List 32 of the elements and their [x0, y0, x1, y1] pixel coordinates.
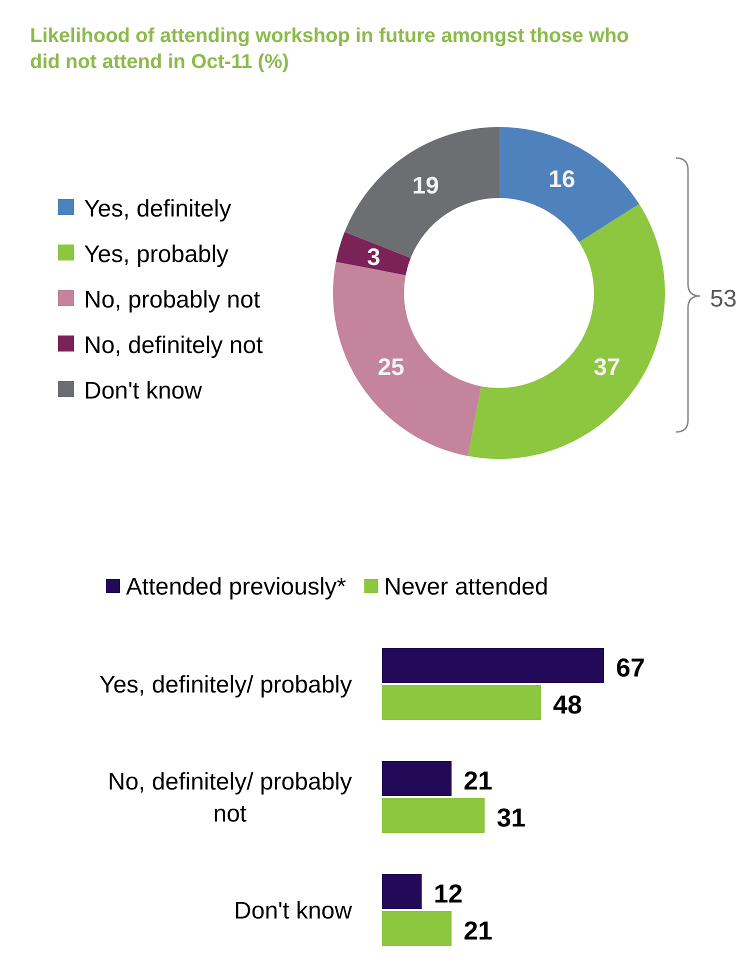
bar: [382, 911, 452, 946]
data-label: 21: [464, 916, 493, 946]
bar: [382, 685, 542, 720]
legend-label: No, probably not: [84, 286, 260, 314]
data-label: 19: [412, 172, 439, 200]
data-label: 16: [548, 166, 576, 194]
data-label: 37: [594, 354, 620, 381]
bar: [382, 798, 485, 833]
y-tick-label: No, definitely/ probably not: [108, 768, 352, 828]
data-label: 67: [616, 652, 645, 683]
donut-slice: [336, 232, 411, 276]
y-tick-label: Yes, definitely/ probably: [99, 671, 352, 698]
legend-label: Attended previously*: [126, 573, 346, 600]
legend-label: Don't know: [84, 377, 203, 404]
data-label: 12: [434, 878, 463, 909]
donut-slice: [468, 204, 665, 459]
text: 53: [710, 285, 737, 312]
data-label: 21: [464, 766, 493, 796]
data-label: 3: [367, 244, 380, 271]
bar: [382, 761, 452, 796]
chart-title: Likelihood of attending workshop in future amongst those who did not attend in Oct-11 (%): [30, 25, 629, 73]
legend-label: Yes, probably: [84, 240, 229, 268]
donut-slice: [499, 127, 640, 242]
data-label: 25: [378, 354, 404, 381]
y-tick-label: Don't know: [234, 897, 353, 924]
legend-label: No, definitely not: [84, 332, 264, 359]
bar: [382, 648, 604, 683]
data-label: 48: [553, 690, 582, 720]
legend-label: Yes, definitely: [84, 195, 232, 222]
legend-label: Never attended: [384, 573, 548, 600]
bar: [382, 874, 422, 909]
data-label: 31: [496, 802, 526, 833]
